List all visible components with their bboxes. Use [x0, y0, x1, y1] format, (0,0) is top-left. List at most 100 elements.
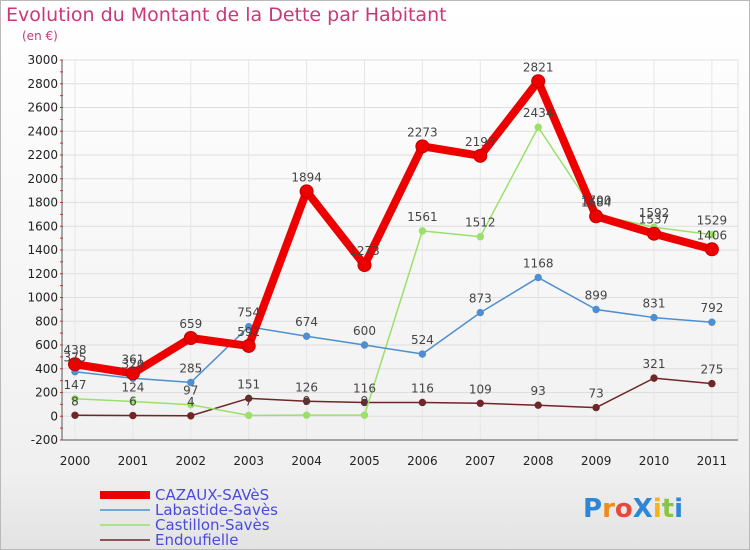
data-label: 116 — [411, 381, 434, 395]
data-point — [245, 394, 253, 403]
data-label: 4 — [187, 395, 195, 409]
data-point — [299, 184, 314, 199]
axes: -200 0 200 400 600 800 1000 1200 1400 1600 1800 200… — [27, 53, 738, 468]
y-tick-label: 400 — [35, 362, 58, 376]
data-point — [245, 411, 253, 420]
y-tick-label: 200 — [35, 386, 58, 400]
data-label: 674 — [295, 315, 318, 329]
data-point — [68, 357, 82, 372]
data-label: 109 — [469, 382, 492, 396]
data-point — [650, 374, 658, 382]
data-point — [650, 313, 658, 322]
data-label: 116 — [353, 381, 376, 395]
data-point — [476, 233, 484, 241]
data-point — [418, 350, 427, 358]
y-tick-label: 0 — [50, 409, 58, 423]
data-label: 97 — [183, 384, 198, 398]
data-label: 147 — [64, 378, 87, 392]
data-label: 831 — [643, 297, 666, 311]
data-labels: 8 6 4 151 126 116 116 109 93 73 321 275 147 124 97 7 9 9 1… — [64, 60, 728, 409]
data-point — [647, 226, 661, 241]
data-point — [708, 230, 716, 239]
data-point — [360, 341, 369, 349]
y-tick-label: 2400 — [27, 124, 58, 138]
data-point — [187, 401, 195, 409]
data-label: 275 — [700, 363, 723, 377]
data-point — [302, 411, 311, 419]
y-tick-label: 1000 — [27, 291, 58, 305]
data-label: 873 — [469, 292, 492, 306]
y-tick-label: 600 — [35, 338, 58, 352]
data-label: 1561 — [407, 210, 438, 224]
data-point — [302, 397, 311, 405]
data-point — [125, 366, 140, 381]
data-point — [708, 379, 716, 388]
x-tick-label: 2001 — [118, 454, 149, 468]
data-label: 592 — [237, 325, 260, 339]
data-label: 1537 — [639, 213, 670, 227]
legend: CAZAUX-SAVèSLabastide-SavèsCastillon-Sav… — [100, 486, 278, 549]
data-point — [415, 139, 430, 154]
data-point — [71, 395, 79, 403]
series-line — [74, 377, 713, 417]
x-tick-label: 2006 — [407, 454, 438, 468]
data-point — [534, 401, 542, 409]
y-tick-label: 1600 — [27, 219, 58, 233]
x-tick-label: 2007 — [465, 454, 496, 468]
data-label: 1512 — [465, 216, 496, 230]
data-label: 73 — [588, 387, 603, 401]
data-point — [129, 397, 137, 406]
data-label: 9 — [361, 394, 369, 408]
data-point — [473, 148, 488, 163]
data-point — [531, 74, 546, 89]
y-tick-label: 1400 — [27, 243, 58, 257]
data-label: 2821 — [523, 60, 554, 74]
x-tick-label: 2005 — [349, 454, 380, 468]
y-tick-label: 1800 — [27, 196, 58, 210]
data-point — [418, 227, 427, 235]
data-label: 1406 — [697, 228, 728, 242]
data-label: 792 — [700, 301, 723, 315]
y-tick-label: 2000 — [27, 172, 58, 186]
x-tick-label: 2003 — [233, 454, 264, 468]
y-tick-label: 800 — [35, 314, 58, 328]
data-label: 2273 — [407, 125, 438, 139]
data-label: 1700 — [581, 193, 612, 207]
logo-letter: X — [633, 494, 653, 524]
logo-letter: P — [583, 494, 602, 524]
data-label: 6 — [129, 395, 137, 409]
data-label: 1273 — [349, 244, 380, 258]
data-label: 1529 — [697, 214, 728, 228]
data-label: 7 — [245, 394, 253, 408]
chart-title: Evolution du Montant de la Dette par Hab… — [6, 4, 447, 26]
logo-letter: o — [615, 494, 633, 524]
x-tick-label: 2010 — [639, 454, 670, 468]
data-point — [187, 378, 195, 387]
series-line — [74, 126, 713, 417]
y-tick-label: 2200 — [27, 148, 58, 162]
legend-label: Endoufielle — [155, 531, 238, 549]
x-tick-label: 2009 — [581, 454, 612, 468]
logo-letter: i — [653, 494, 662, 524]
x-tick-label: 2011 — [697, 454, 728, 468]
data-label: 93 — [531, 384, 546, 398]
data-label: 320 — [121, 357, 144, 371]
data-label: 524 — [411, 333, 434, 347]
series-layer — [68, 74, 719, 420]
proxiti-logo: ProXiti — [583, 494, 683, 524]
data-point — [129, 411, 137, 420]
data-point — [360, 411, 369, 419]
data-label: 285 — [179, 361, 202, 375]
data-point — [183, 330, 198, 345]
logo-letter: t — [662, 494, 674, 524]
data-label: 124 — [121, 381, 144, 395]
data-label: 1894 — [291, 170, 322, 184]
y-tick-label: 2600 — [27, 101, 58, 115]
x-tick-label: 2008 — [523, 454, 554, 468]
data-point — [360, 398, 369, 407]
data-label: 151 — [237, 377, 260, 391]
x-tick-label: 2000 — [60, 454, 91, 468]
data-point — [418, 398, 427, 407]
